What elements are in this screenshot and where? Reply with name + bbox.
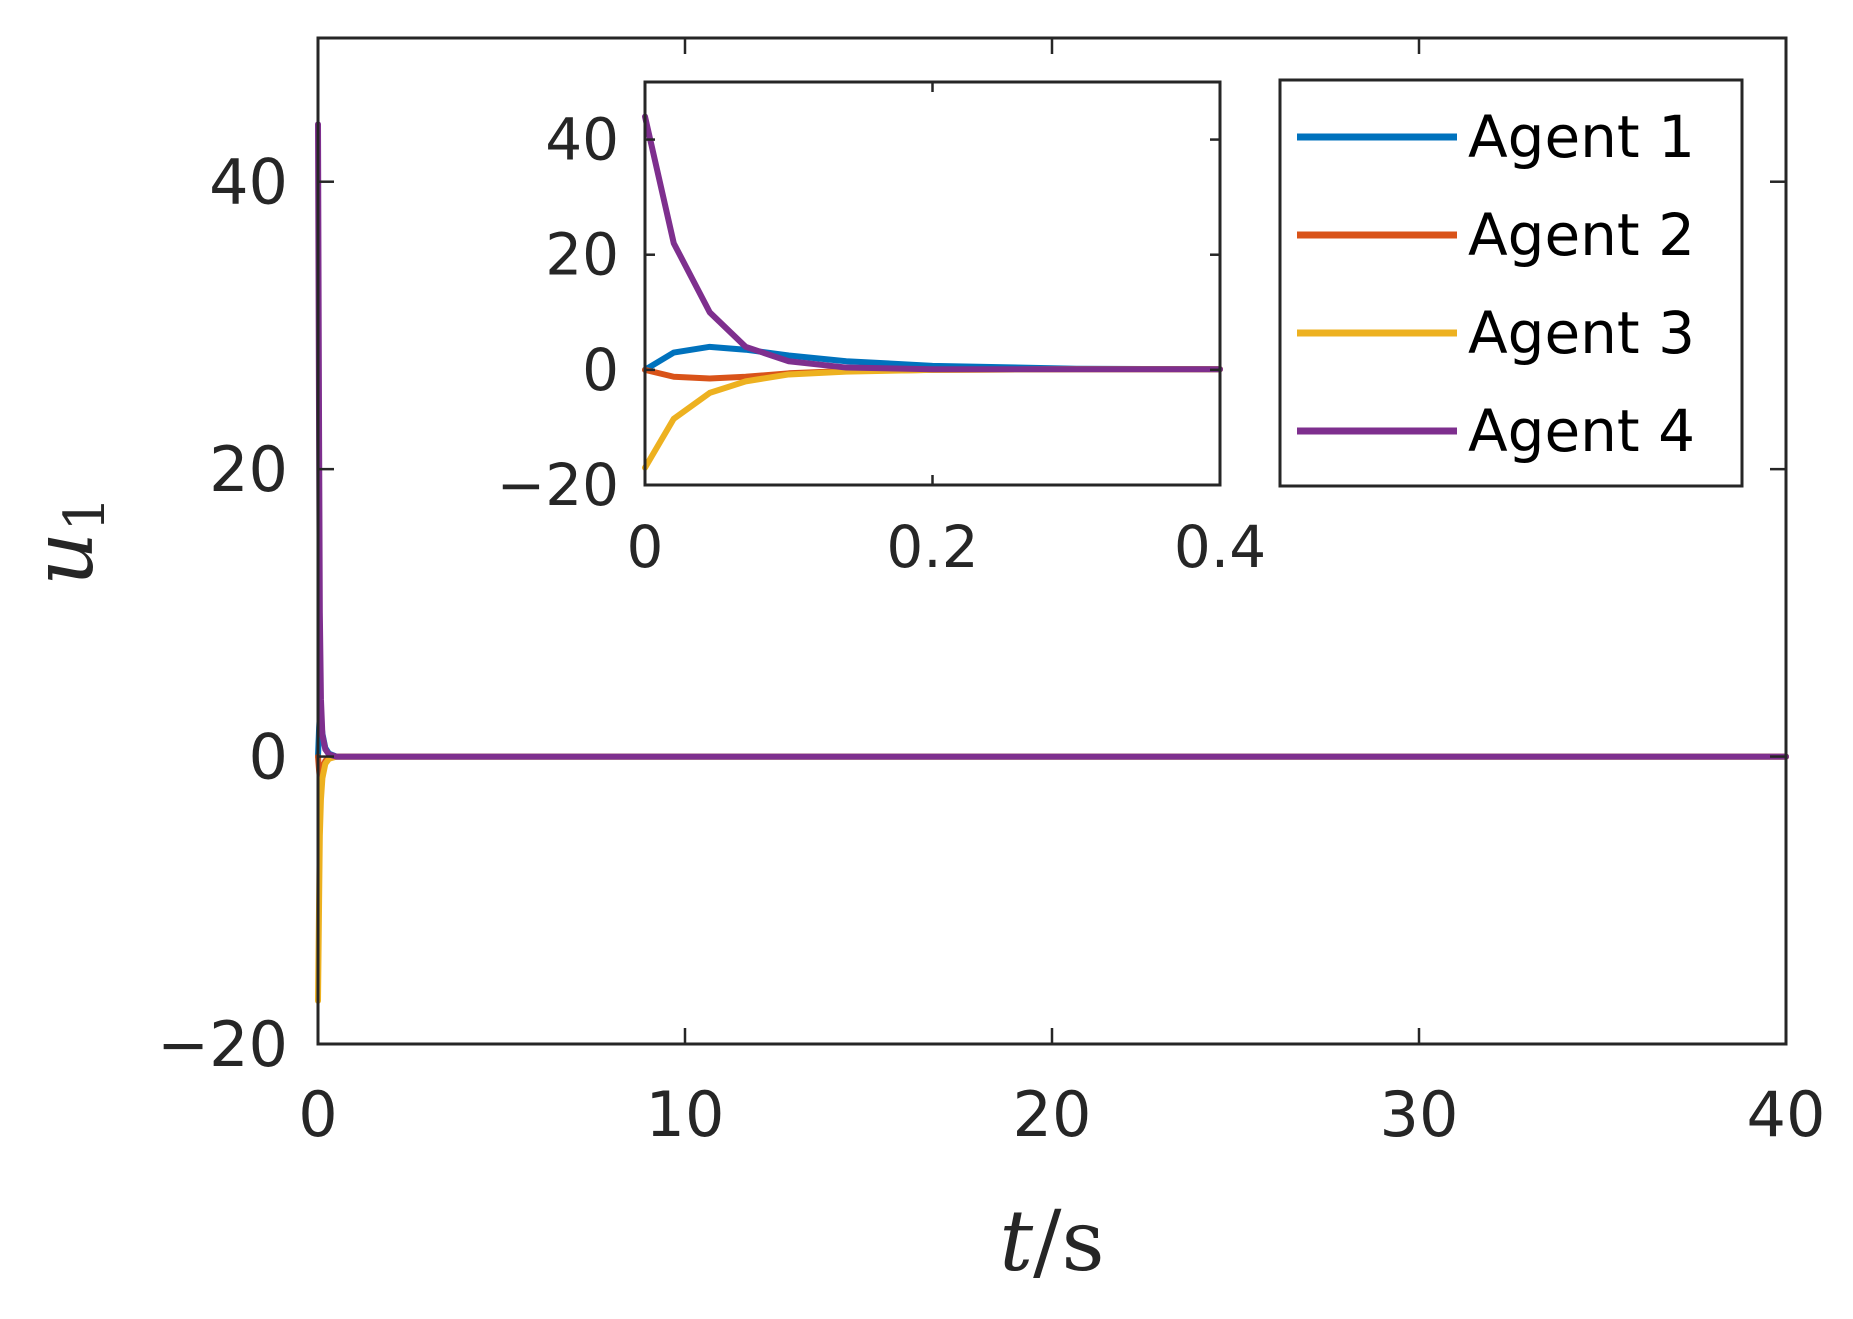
main-y-tick-label: 0 bbox=[249, 721, 288, 794]
main-x-tick-label: 20 bbox=[1013, 1078, 1092, 1151]
main-y-tick-label: 20 bbox=[209, 433, 288, 506]
main-series-line-agent-1 bbox=[315, 713, 1789, 760]
main-y-tick-label: 40 bbox=[209, 146, 288, 219]
x-axis-label-unit: /s bbox=[1033, 1192, 1104, 1290]
legend-label-agent-1: Agent 1 bbox=[1468, 103, 1695, 171]
main-ticks bbox=[316, 38, 1788, 1046]
x-axis-label: t/s bbox=[999, 1192, 1104, 1290]
main-series-line-agent-3 bbox=[315, 753, 1789, 1004]
main-y-tick-label: −20 bbox=[157, 1008, 288, 1081]
legend-entries: Agent 1 Agent 2 Agent 3 Agent 4 bbox=[1297, 103, 1695, 465]
main-series-line-agent-2 bbox=[315, 753, 1789, 782]
y-axis-label: u1 bbox=[14, 496, 118, 586]
main-x-tick-label: 10 bbox=[646, 1078, 725, 1151]
inset-ticks bbox=[643, 82, 1222, 487]
legend-box bbox=[1278, 78, 1744, 488]
legend-label-agent-3: Agent 3 bbox=[1468, 299, 1695, 367]
legend: Agent 1 Agent 2 Agent 3 Agent 4 bbox=[1278, 78, 1744, 488]
legend-label-agent-2: Agent 2 bbox=[1468, 201, 1695, 269]
inset-background bbox=[645, 82, 1220, 485]
inset-y-tick-label: 20 bbox=[545, 221, 619, 289]
y-axis-label-var: u bbox=[14, 532, 112, 586]
x-axis-label-var: t bbox=[999, 1192, 1033, 1290]
y-axis-label-sub: 1 bbox=[53, 496, 118, 532]
inset-series-line-agent-4 bbox=[642, 113, 1223, 373]
inset-x-tick-label: 0 bbox=[627, 513, 664, 581]
inset-series-group bbox=[642, 113, 1223, 471]
inset-y-tick-label: 0 bbox=[582, 336, 619, 404]
main-x-tick-label: 0 bbox=[298, 1078, 337, 1151]
inset-x-tick-label: 0.2 bbox=[886, 513, 978, 581]
inset-y-tick-label: 40 bbox=[545, 106, 619, 174]
main-x-tick-label: 40 bbox=[1747, 1078, 1826, 1151]
main-x-tick-label: 30 bbox=[1380, 1078, 1459, 1151]
legend-label-agent-4: Agent 4 bbox=[1468, 397, 1695, 465]
inset-y-tick-label: −20 bbox=[497, 451, 619, 519]
inset-x-tick-label: 0.4 bbox=[1174, 513, 1266, 581]
